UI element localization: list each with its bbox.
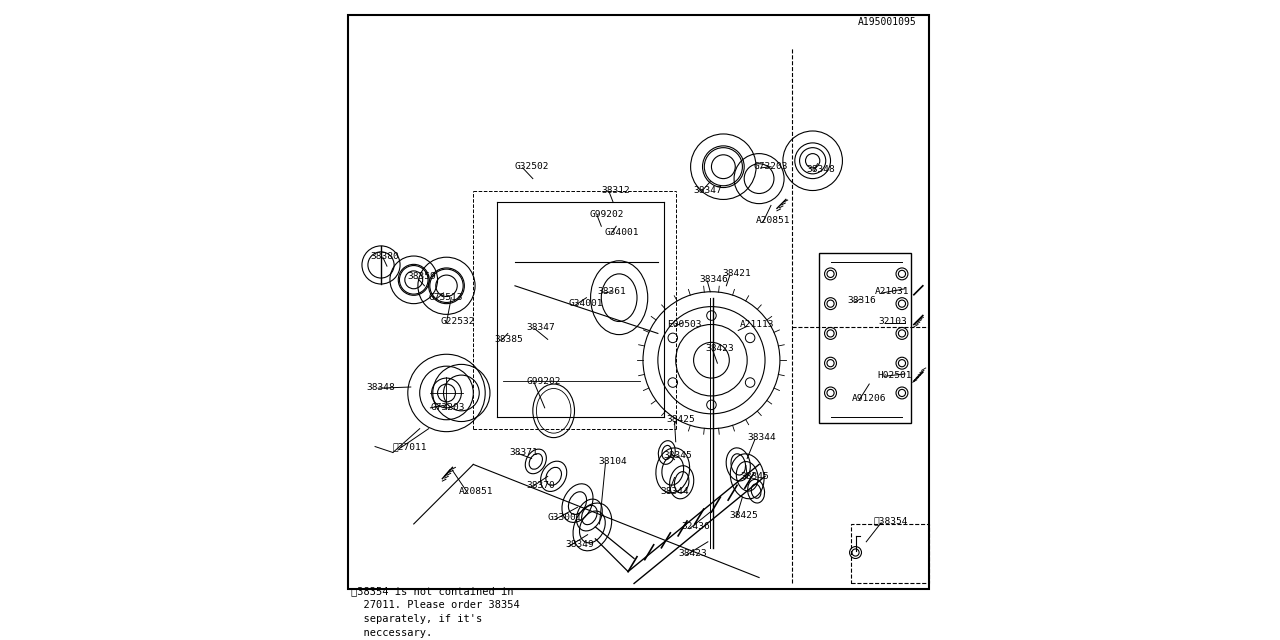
Text: 38423: 38423 (678, 549, 708, 558)
Text: E00503: E00503 (667, 320, 701, 329)
Text: 38425: 38425 (667, 415, 695, 424)
Text: ※27011: ※27011 (393, 442, 428, 451)
Text: A21113: A21113 (740, 320, 774, 329)
Text: 38371: 38371 (509, 448, 538, 457)
Text: H02501: H02501 (877, 371, 911, 380)
Text: G99202: G99202 (527, 376, 562, 385)
Text: 38344: 38344 (660, 486, 690, 496)
Text: 38423: 38423 (705, 344, 735, 353)
Text: 32103: 32103 (878, 317, 908, 326)
Bar (819, 253, 911, 423)
Text: 38361: 38361 (598, 287, 626, 296)
Text: 38312: 38312 (602, 186, 630, 195)
Text: ※38354: ※38354 (873, 516, 908, 525)
Text: G73203: G73203 (430, 403, 465, 412)
Text: G22532: G22532 (440, 317, 475, 326)
Text: 38380: 38380 (371, 252, 399, 260)
Text: 38346: 38346 (700, 275, 728, 284)
Bar (851, 524, 929, 584)
Text: G34001: G34001 (604, 228, 639, 237)
Text: A91206: A91206 (851, 394, 886, 403)
Text: G73203: G73203 (753, 162, 787, 172)
Text: 38345: 38345 (740, 472, 769, 481)
Text: 38385: 38385 (494, 335, 522, 344)
Text: G32502: G32502 (515, 162, 549, 172)
Text: 38347: 38347 (527, 323, 556, 332)
Text: 38359: 38359 (408, 273, 436, 282)
Text: 38349: 38349 (566, 540, 594, 549)
Text: ※38354 is not contained in
  27011. Please order 38354
  separately, if it's
  n: ※38354 is not contained in 27011. Please… (351, 586, 520, 639)
Text: 38425: 38425 (730, 511, 758, 520)
Text: 38104: 38104 (598, 457, 627, 466)
Text: 38348: 38348 (366, 383, 394, 392)
Text: 38370: 38370 (527, 481, 556, 490)
Text: 38344: 38344 (748, 433, 776, 442)
Text: 38348: 38348 (806, 165, 836, 174)
Text: 38316: 38316 (847, 296, 876, 305)
Text: A21031: A21031 (876, 287, 910, 296)
Text: G73513: G73513 (429, 293, 463, 302)
Text: A20851: A20851 (756, 216, 791, 225)
Text: G34001: G34001 (568, 299, 603, 308)
Text: A20851: A20851 (458, 486, 493, 496)
Text: 38345: 38345 (664, 451, 692, 460)
Text: G99202: G99202 (589, 210, 623, 219)
Text: 38347: 38347 (694, 186, 722, 195)
Text: G33001: G33001 (548, 513, 582, 522)
Text: 38421: 38421 (722, 269, 751, 278)
Text: 32436: 32436 (682, 522, 710, 531)
Text: A195001095: A195001095 (858, 17, 916, 27)
